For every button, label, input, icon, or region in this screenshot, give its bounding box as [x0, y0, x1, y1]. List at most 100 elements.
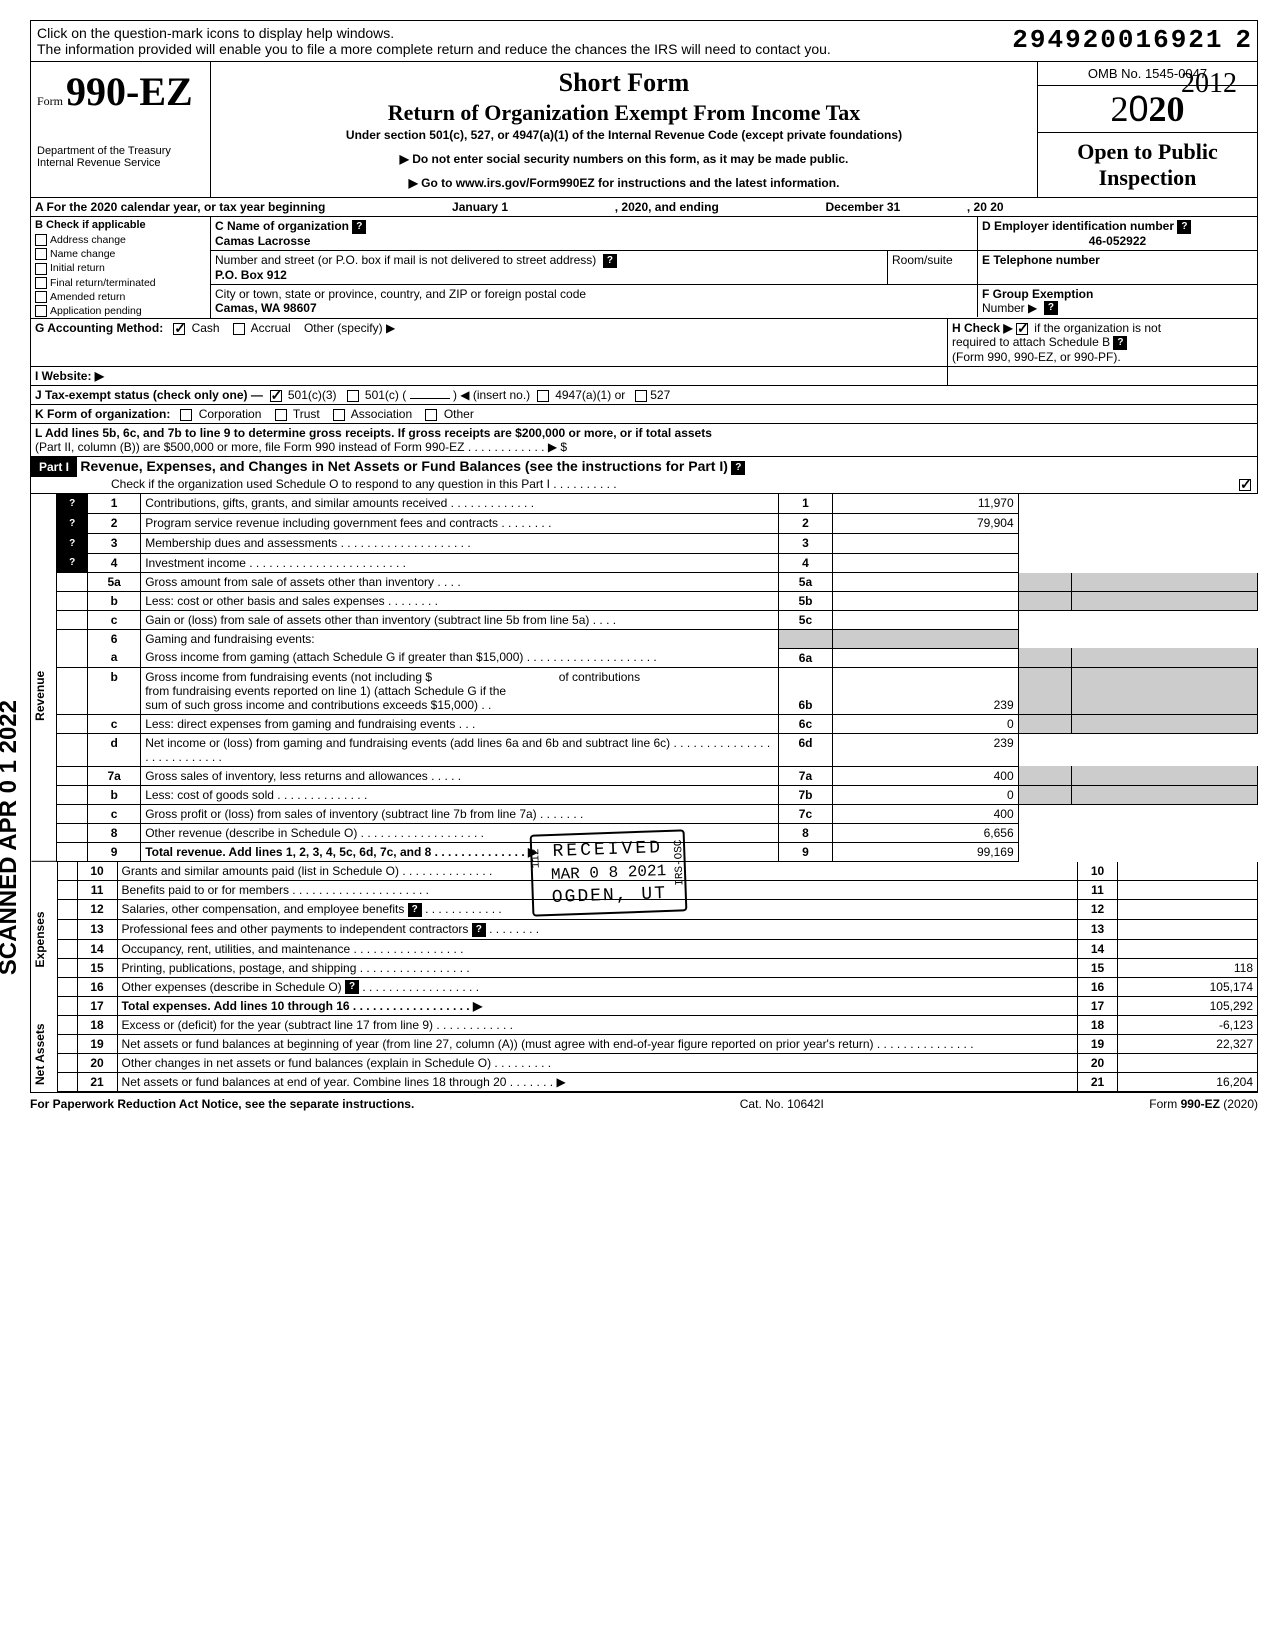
check-501c[interactable]: [347, 390, 359, 402]
line-a-suffix: , 20 20: [967, 200, 1004, 214]
line-6d: d Net income or (loss) from gaming and f…: [57, 733, 1258, 766]
line-i-label: I Website: ▶: [35, 369, 104, 383]
line-k-label: K Form of organization:: [35, 407, 170, 421]
side-net-assets: Net Assets: [31, 1016, 57, 1092]
stamp-city: OGDEN, UT: [551, 884, 667, 908]
check-final-return[interactable]: [35, 277, 47, 289]
line-20: 20 Other changes in net assets or fund b…: [57, 1054, 1257, 1073]
help-icon[interactable]: ?: [408, 903, 422, 917]
received-stamp: RECEIVED MAR 0 8 2021 OGDEN, UT 112 IRS-…: [530, 829, 688, 916]
help-icon[interactable]: ?: [472, 923, 486, 937]
line-5c: c Gain or (loss) from sale of assets oth…: [57, 611, 1258, 630]
section-f-number: Number ▶: [982, 301, 1037, 315]
footer-left: For Paperwork Reduction Act Notice, see …: [30, 1097, 414, 1111]
room-label: Room/suite: [892, 253, 953, 267]
opt-other: Other (specify) ▶: [304, 321, 395, 335]
title-short-form: Short Form: [217, 68, 1031, 98]
opt-application-pending: Application pending: [50, 305, 142, 317]
hint-line-2: The information provided will enable you…: [37, 41, 831, 57]
help-icon[interactable]: ?: [345, 980, 359, 994]
section-f-label: F Group Exemption: [982, 287, 1093, 301]
check-assoc[interactable]: [333, 409, 345, 421]
line-1: ? 1 Contributions, gifts, grants, and si…: [57, 494, 1258, 513]
line-a-prefix: A For the 2020 calendar year, or tax yea…: [35, 200, 325, 214]
line-1-amt-lbl: 1: [779, 494, 832, 513]
check-other-org[interactable]: [425, 409, 437, 421]
opt-501c3: 501(c)(3): [288, 388, 337, 402]
handwritten-year: 2012: [1181, 68, 1237, 100]
line-2: ? 2 Program service revenue including go…: [57, 513, 1258, 533]
line-6: 6 Gaming and fundraising events:: [57, 630, 1258, 649]
help-icon[interactable]: ?: [65, 537, 79, 551]
line-a-dec: December 31: [825, 200, 900, 214]
scanned-stamp: SCANNED APR 0 1 2022: [0, 700, 23, 975]
help-icon[interactable]: ?: [1113, 336, 1127, 350]
section-b-title: B Check if applicable: [31, 217, 210, 233]
goto-line: ▶ Go to www.irs.gov/Form990EZ for instru…: [217, 176, 1031, 190]
city-label: City or town, state or province, country…: [215, 287, 586, 301]
footer: For Paperwork Reduction Act Notice, see …: [30, 1093, 1258, 1115]
line-i: I Website: ▶: [30, 367, 1258, 385]
bcdef-block: B Check if applicable Address change Nam…: [30, 217, 1258, 319]
help-icon[interactable]: ?: [1177, 220, 1191, 234]
warning-line: ▶ Do not enter social security numbers o…: [217, 152, 1031, 166]
line-4: ? 4 Investment income . . . . . . . . . …: [57, 553, 1258, 573]
line-18: 18 Excess or (deficit) for the year (sub…: [57, 1016, 1257, 1035]
line-1-text: Contributions, gifts, grants, and simila…: [145, 496, 534, 510]
check-initial-return[interactable]: [35, 263, 47, 275]
opt-cash: Cash: [192, 321, 220, 335]
help-icon[interactable]: ?: [1044, 301, 1058, 315]
form-header: Form 990-EZ Department of the Treasury I…: [30, 61, 1258, 198]
line-h-4: (Form 990, 990-EZ, or 990-PF).: [952, 350, 1121, 364]
line-14: 14 Occupancy, rent, utilities, and maint…: [57, 939, 1257, 958]
help-icon[interactable]: ?: [352, 220, 366, 234]
help-icon[interactable]: ?: [65, 517, 79, 531]
addr-value: P.O. Box 912: [215, 268, 287, 282]
line-a-jan: January 1: [452, 200, 508, 214]
line-j-label: J Tax-exempt status (check only one) —: [35, 388, 263, 402]
stamp-date: MAR 0 8 2021: [551, 862, 667, 884]
addr-label: Number and street (or P.O. box if mail i…: [215, 253, 596, 267]
opt-corp: Corporation: [199, 407, 262, 421]
line-a: A For the 2020 calendar year, or tax yea…: [30, 198, 1258, 217]
help-icon[interactable]: ?: [603, 254, 617, 268]
opt-final-return: Final return/terminated: [50, 277, 156, 289]
line-g-h: G Accounting Method: Cash Accrual Other …: [30, 319, 1258, 367]
help-icon[interactable]: ?: [65, 556, 79, 570]
check-4947[interactable]: [537, 390, 549, 402]
line-l-1: L Add lines 5b, 6c, and 7b to line 9 to …: [35, 426, 712, 440]
check-527[interactable]: [635, 390, 647, 402]
line-1-num: 1: [88, 494, 141, 513]
check-cash[interactable]: [173, 323, 185, 335]
line-h-1: H Check ▶: [952, 321, 1013, 335]
check-name-change[interactable]: [35, 248, 47, 260]
part-1-label: Part I: [31, 457, 77, 477]
check-501c3[interactable]: [270, 390, 282, 402]
side-expenses: Expenses: [31, 862, 57, 1016]
check-corp[interactable]: [180, 409, 192, 421]
help-icon[interactable]: ?: [731, 461, 745, 475]
check-schedule-b[interactable]: [1016, 323, 1028, 335]
line-h-2: if the organization is not: [1034, 321, 1161, 335]
opt-initial-return: Initial return: [50, 262, 105, 274]
line-17: 17 Total expenses. Add lines 10 through …: [57, 997, 1257, 1016]
check-application-pending[interactable]: [35, 305, 47, 317]
line-13: 13 Professional fees and other payments …: [57, 919, 1257, 939]
check-schedule-o[interactable]: [1239, 479, 1251, 491]
check-amended-return[interactable]: [35, 291, 47, 303]
opt-name-change: Name change: [50, 248, 115, 260]
section-d-label: D Employer identification number: [982, 219, 1174, 233]
check-trust[interactable]: [275, 409, 287, 421]
check-accrual[interactable]: [233, 323, 245, 335]
section-c-label: C Name of organization: [215, 219, 349, 233]
part-1-title: Revenue, Expenses, and Changes in Net As…: [80, 458, 728, 474]
help-icon[interactable]: ?: [65, 497, 79, 511]
stamp-side2: IRS-OSC: [673, 839, 687, 886]
opt-amended-return: Amended return: [50, 291, 125, 303]
opt-assoc: Association: [351, 407, 412, 421]
line-g-label: G Accounting Method:: [35, 321, 163, 335]
check-address-change[interactable]: [35, 234, 47, 246]
line-6a: a Gross income from gaming (attach Sched…: [57, 648, 1258, 667]
top-hint-bar: Click on the question-mark icons to disp…: [30, 20, 1258, 61]
title-return: Return of Organization Exempt From Incom…: [217, 100, 1031, 126]
